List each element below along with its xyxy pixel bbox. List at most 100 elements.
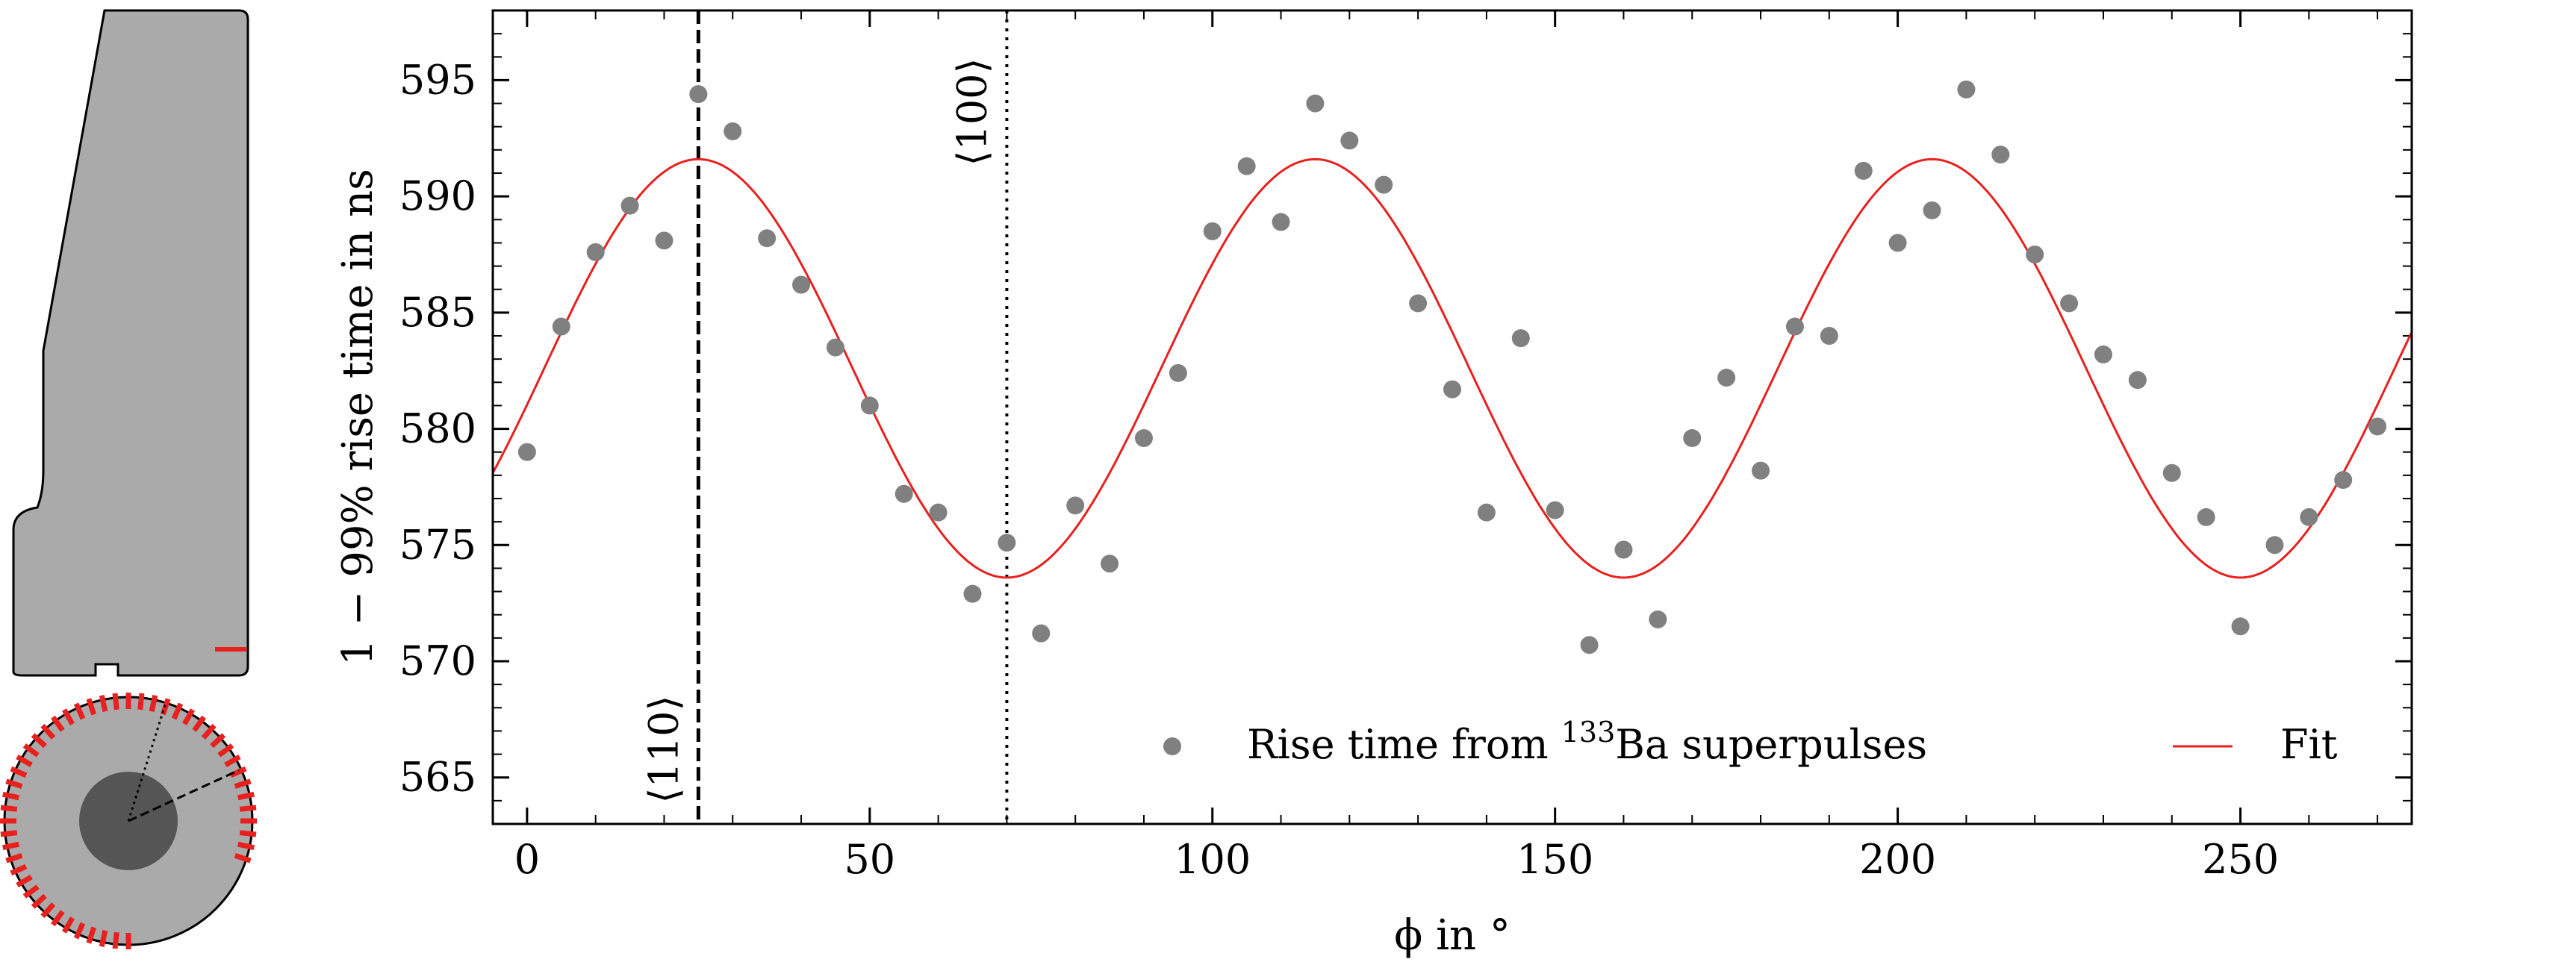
data-point (2060, 294, 2079, 313)
segment-tick (239, 830, 257, 837)
data-point (1820, 327, 1838, 345)
data-point (724, 122, 742, 140)
segment-tick (51, 715, 65, 732)
fit-curve (493, 157, 2412, 579)
y-tick-label: 575 (399, 521, 476, 568)
data-point (2197, 508, 2215, 526)
data-point (1409, 294, 1428, 313)
y-tick-label: 595 (399, 56, 476, 103)
data-point (895, 484, 913, 503)
data-point (1923, 201, 1941, 219)
segment-tick (22, 884, 40, 899)
x-tick-label: 100 (1174, 836, 1251, 883)
data-point (1203, 222, 1222, 240)
detector-side-view (12, 9, 249, 677)
data-point (929, 503, 948, 522)
data-point (1854, 161, 1873, 180)
data-point (2162, 463, 2181, 482)
data-point (552, 317, 570, 336)
data-point (1477, 503, 1496, 522)
data-point (1101, 555, 1119, 573)
x-tick-label: 250 (2202, 836, 2279, 883)
segment-tick (137, 693, 145, 711)
y-tick-label: 570 (399, 637, 476, 684)
data-point (1785, 317, 1804, 336)
segment-tick (234, 778, 252, 789)
y-tick-label: 565 (399, 754, 476, 801)
data-point (1066, 496, 1085, 515)
segment-tick (201, 723, 217, 740)
data-point (792, 275, 811, 294)
data-point (2368, 417, 2387, 436)
data-point (1546, 501, 1564, 519)
segment-tick (73, 702, 86, 720)
segment-tick (171, 702, 184, 720)
segment-tick (181, 708, 196, 725)
segment-tick (5, 778, 23, 789)
data-point (1237, 157, 1256, 175)
segment-tick (112, 931, 119, 949)
data-point (1511, 329, 1530, 348)
segment-tick (234, 853, 252, 863)
data-point (1375, 175, 1393, 194)
segment-tick (2, 791, 20, 801)
segment-tick (73, 922, 86, 940)
data-point (586, 243, 605, 261)
legend-label-fit: Fit (2280, 721, 2338, 768)
x-tick-label: 150 (1516, 836, 1593, 883)
data-point (1957, 80, 1976, 99)
axis-labels: 0 50 100 150 200 250 565 570 575 580 585 590 595 (399, 56, 2279, 883)
segment-tick (229, 766, 247, 778)
plot-area: ⟨110⟩ ⟨100⟩ 0 50 100 150 200 250 565 570 575 580 58… (334, 9, 2413, 960)
segment-tick (86, 698, 96, 716)
segment-tick (0, 805, 18, 812)
detector-side-body (12, 9, 249, 677)
legend: Rise time from 133Ba superpulses Fit (1163, 716, 2338, 768)
segment-tick (40, 902, 56, 919)
data-point (1169, 363, 1187, 382)
axis-ticks (493, 10, 2412, 824)
segment-tick (61, 708, 75, 725)
reference-line-label: ⟨110⟩ (640, 695, 687, 803)
plot-frame (491, 9, 2413, 825)
segment-tick (10, 863, 28, 876)
data-point (1614, 540, 1633, 559)
data-points (517, 80, 2387, 655)
data-point (655, 231, 673, 250)
data-point (1134, 429, 1153, 448)
x-tick-label: 0 (514, 836, 540, 883)
reference-line-label: ⟨100⟩ (948, 57, 995, 166)
segment-tick (5, 853, 23, 863)
data-point (1683, 429, 1702, 448)
data-point (2026, 246, 2044, 263)
y-tick-label: 585 (399, 289, 476, 336)
data-point (620, 196, 639, 215)
data-point (826, 338, 844, 357)
data-point (517, 443, 536, 461)
x-tick-label: 200 (1859, 836, 1936, 883)
data-point (689, 85, 708, 104)
segment-tick (16, 874, 33, 888)
segment-tick (16, 754, 33, 768)
data-point (2265, 536, 2284, 555)
data-point (1991, 146, 2010, 164)
data-point (2094, 345, 2112, 363)
segment-tick (31, 893, 47, 909)
data-point (2334, 471, 2353, 490)
segment-ticks (0, 693, 257, 949)
data-point (1340, 131, 1359, 150)
data-point (1443, 380, 1461, 399)
reference-lines: ⟨110⟩ ⟨100⟩ (640, 10, 1009, 824)
data-point (1272, 213, 1290, 231)
segment-tick (2, 841, 20, 851)
data-point (1752, 461, 1770, 480)
data-point (998, 534, 1016, 552)
segment-tick (239, 805, 257, 812)
y-tick-label: 590 (399, 172, 476, 219)
y-tick-label: 580 (399, 405, 476, 452)
direction-100-line (127, 702, 167, 822)
data-point (758, 229, 777, 248)
x-axis-label: ϕ in ° (1394, 911, 1511, 960)
data-point (1032, 624, 1051, 643)
